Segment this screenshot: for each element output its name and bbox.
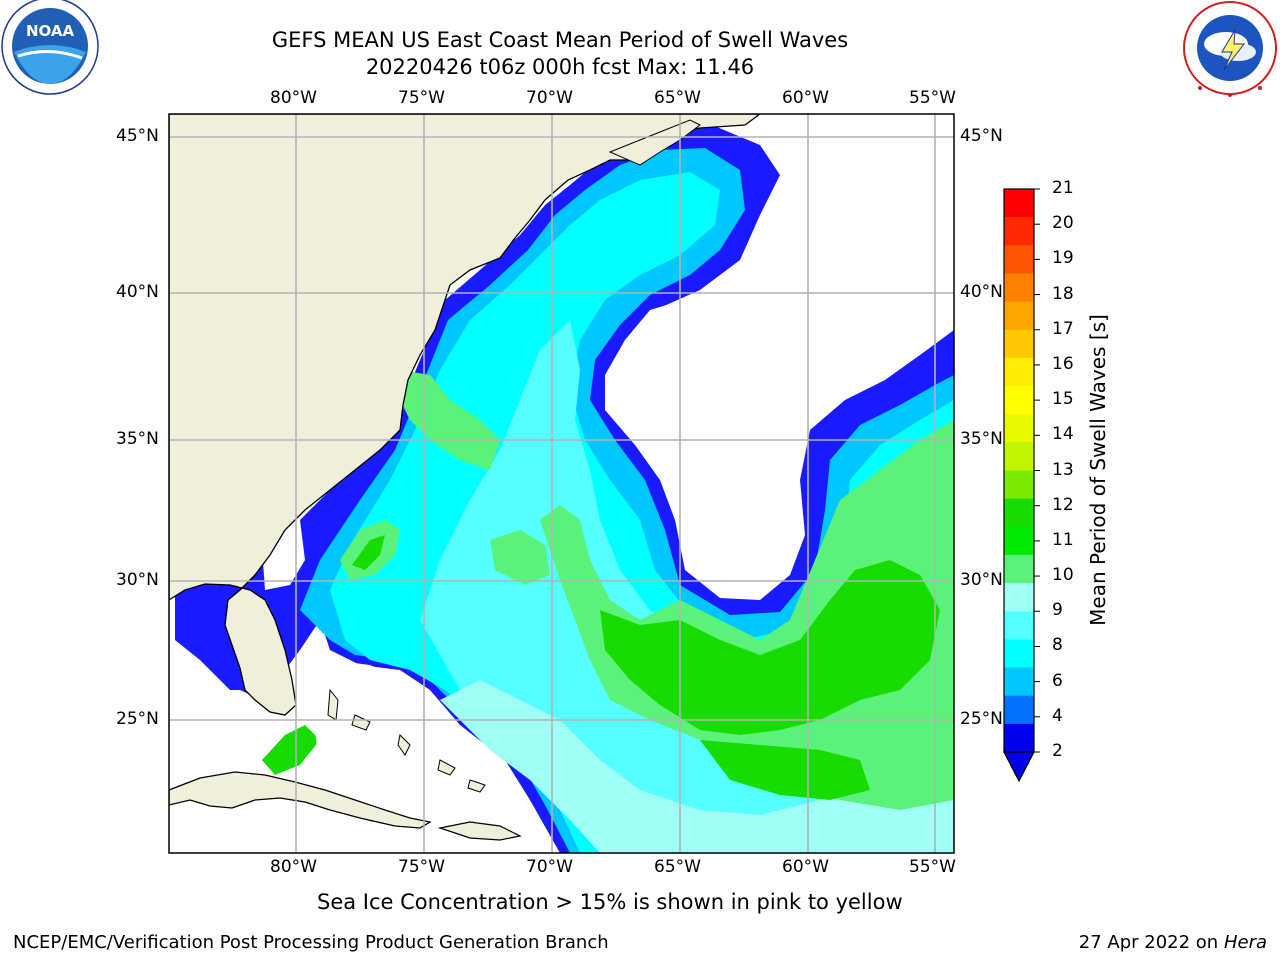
colorbar-segment [1004,723,1034,753]
colorbar [1004,188,1040,753]
lat-label-25n-left: 25°N [116,709,159,729]
colorbar-tick-label: 4 [1052,705,1063,726]
colorbar-tick-label: 17 [1052,318,1074,339]
colorbar-segment [1004,611,1034,640]
lat-label-45n-left: 45°N [116,126,159,146]
colorbar-segment [1004,245,1034,274]
colorbar-tick-label: 2 [1052,741,1063,761]
footer-machine: Hera [1223,932,1267,953]
swell-9s-band [440,680,954,853]
colorbar-segment [1004,357,1034,387]
colorbar-segment [1004,189,1034,218]
lat-label-30n-left: 30°N [116,570,159,590]
footer-credit: NCEP/EMC/Verification Post Processing Pr… [13,932,609,953]
colorbar-segment [1004,329,1034,359]
colorbar-segment [1004,583,1034,612]
swell-patch-offshore [490,530,550,585]
colorbar-label: Mean Period of Swell Waves [s] [1086,314,1110,626]
graticule [169,114,954,853]
colorbar-segment [1004,498,1034,528]
lat-label-40n-left: 40°N [116,282,159,302]
colorbar-segment [1004,554,1034,584]
swell-period-field [169,114,954,853]
lon-label-55w-top: 55°W [909,88,956,108]
lon-label-65w-bottom: 65°W [654,857,701,877]
colorbar-tick-label: 13 [1052,459,1074,480]
colorbar-tick-label: 18 [1052,283,1074,304]
no-data-atlantic [612,124,954,585]
colorbar-tick-label: 14 [1052,424,1074,445]
lat-label-45n-right: 45°N [960,126,1003,146]
lat-label-25n-right: 25°N [960,709,1003,729]
swell-10-11s-patch [700,740,870,800]
colorbar-segment [1004,386,1034,415]
sea-ice-note: Sea Ice Concentration > 15% is shown in … [317,890,903,914]
swell-9-10s-band [540,420,954,810]
colorbar-segment [1004,667,1034,697]
colorbar-tick-label: 9 [1052,600,1063,621]
colorbar-tick-label: 11 [1052,529,1074,550]
map-frame [168,113,955,854]
map-title: GEFS MEAN US East Coast Mean Period of S… [271,28,849,52]
lon-label-60w-top: 60°W [782,88,829,108]
noaa-logo: NOAA [1,0,99,95]
lon-label-75w-bottom: 75°W [398,857,445,877]
lon-label-70w-bottom: 70°W [526,857,573,877]
colorbar-tick-label: 10 [1052,565,1074,586]
colorbar-tick-label: 16 [1052,353,1074,374]
swell-patch-florida-core [352,535,385,570]
lon-label-65w-top: 65°W [654,88,701,108]
lon-label-80w-bottom: 80°W [270,857,317,877]
map-subtitle: 20220426 t06z 000h fcst Max: 11.46 [365,55,755,79]
land-north-america [169,114,762,716]
footer-date-text: 27 Apr 2022 on [1078,932,1224,953]
nws-logo [1183,1,1277,97]
lon-label-60w-bottom: 60°W [782,857,829,877]
lat-label-30n-right: 30°N [960,570,1003,590]
lon-label-55w-bottom: 55°W [909,857,956,877]
colorbar-tick-label: 6 [1052,670,1063,691]
colorbar-segment [1004,217,1034,246]
colorbar-tick-label: 12 [1052,494,1074,515]
lat-label-40n-right: 40°N [960,282,1003,302]
noaa-logo-text: NOAA [26,22,75,40]
lon-label-75w-top: 75°W [398,88,445,108]
colorbar-tick-label: 15 [1052,389,1074,410]
lon-label-80w-top: 80°W [270,88,317,108]
colorbar-segment [1004,470,1034,500]
land-cuba [169,771,432,829]
lat-label-35n-right: 35°N [960,429,1003,449]
colorbar-segment [1004,442,1034,471]
colorbar-extend-arrow [1003,751,1035,783]
colorbar-tick-label: 20 [1052,213,1074,234]
colorbar-segment [1004,695,1034,725]
colorbar-segment [1004,639,1034,669]
lat-label-35n-left: 35°N [116,429,159,449]
swell-patch-hatteras [400,370,500,470]
no-data-bahamas [300,660,440,790]
no-data-gulf [169,690,275,780]
footer-date: 27 Apr 2022 on Hera [1079,932,1267,953]
swell-10-11s-core [600,560,940,735]
colorbar-tick-label: 19 [1052,248,1074,269]
colorbar-tick-label: 8 [1052,635,1063,656]
colorbar-segment [1004,273,1034,303]
lon-label-70w-top: 70°W [526,88,573,108]
swell-patch-cuba [262,725,320,775]
colorbar-tick-label: 21 [1052,178,1074,198]
colorbar-segment [1004,301,1034,331]
colorbar-segment [1004,414,1034,443]
colorbar-segment [1004,526,1034,556]
land-hispaniola [437,821,522,841]
